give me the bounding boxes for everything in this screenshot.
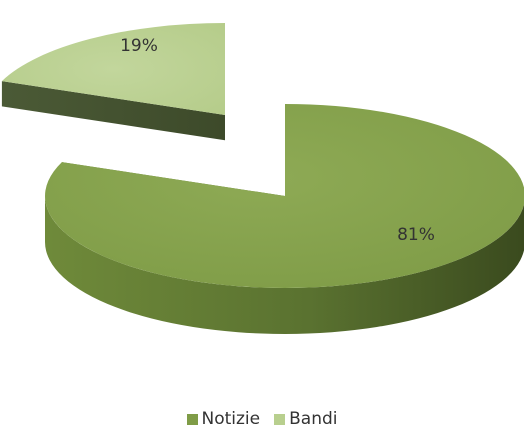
- legend-label-notizie: Notizie: [201, 409, 261, 429]
- legend: Notizie Bandi: [0, 409, 524, 429]
- legend-item-notizie: Notizie: [186, 409, 261, 429]
- data-label-notizie: 81%: [397, 225, 435, 245]
- pie-slice-bandi-side: [1, 81, 226, 141]
- legend-swatch-notizie: [186, 413, 198, 425]
- legend-swatch-bandi: [274, 413, 286, 425]
- pie-slice-bandi: [1, 23, 226, 115]
- pie-slice-notizie: [45, 104, 524, 288]
- legend-item-bandi: Bandi: [274, 409, 338, 429]
- legend-label-bandi: Bandi: [289, 409, 338, 429]
- data-label-bandi: 19%: [120, 36, 158, 56]
